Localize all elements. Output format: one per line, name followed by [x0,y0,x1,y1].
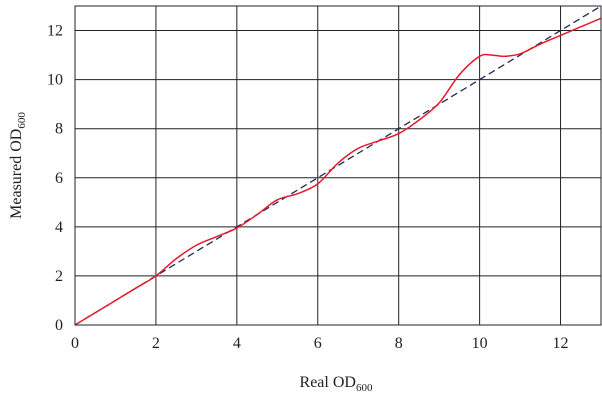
y-tick-label: 4 [55,219,63,236]
x-tick-labels: 0 2 4 6 8 10 12 [71,335,569,352]
x-tick-label: 8 [395,335,403,352]
y-tick-labels: 0 2 4 6 8 10 12 [47,23,63,334]
y-tick-label: 6 [55,170,63,187]
y-tick-label: 10 [47,72,63,89]
plot-frame [74,5,602,326]
y-axis-title-main: Measured OD [8,129,25,219]
y-axis-title-sub: 600 [16,112,28,129]
series-layer [74,5,602,326]
x-tick-label: 0 [71,335,79,352]
x-axis-title: Real OD600 [300,374,373,394]
y-tick-label: 12 [47,23,63,40]
x-tick-label: 4 [233,335,241,352]
y-tick-label: 0 [55,317,63,334]
x-tick-label: 6 [314,335,322,352]
y-axis-title: Measured OD600 [8,112,28,219]
y-tick-label: 8 [55,121,63,138]
x-tick-label: 2 [152,335,160,352]
measured-curve [74,17,602,326]
x-tick-label: 10 [472,335,488,352]
x-axis-title-sub: 600 [356,382,373,394]
identity-dashed-line [74,5,602,326]
x-tick-label: 12 [553,335,569,352]
grid [74,6,601,326]
x-axis-title-main: Real OD [300,374,356,391]
y-tick-label: 2 [55,268,63,285]
